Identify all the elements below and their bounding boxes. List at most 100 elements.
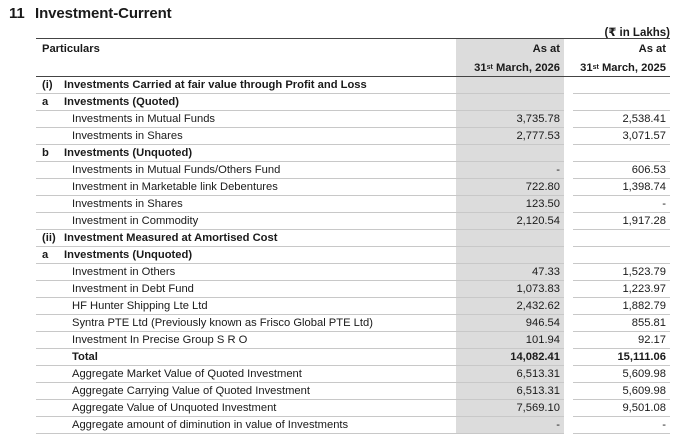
- investments-table: Particulars As at As at 31st March, 2026…: [36, 38, 670, 434]
- value-previous: 855.81: [573, 314, 670, 332]
- table-row: Investment In Precise Group S R O 101.94 9…: [36, 331, 670, 349]
- row-index: [36, 382, 64, 400]
- table-row: Investment in Commodity 2,120.54 1,917.28: [36, 212, 670, 230]
- table-row: Investments in Mutual Funds/Others Fund -…: [36, 161, 670, 179]
- row-label: Investments Carried at fair value throug…: [64, 76, 456, 94]
- value-current: 1,073.83: [456, 280, 564, 298]
- row-label: Aggregate Value of Unquoted Investment: [64, 399, 456, 417]
- value-current: [456, 144, 564, 162]
- value-previous: 1,523.79: [573, 263, 670, 281]
- value-current: 6,513.31: [456, 365, 564, 383]
- value-previous: 3,071.57: [573, 127, 670, 145]
- value-previous: 1,882.79: [573, 297, 670, 315]
- total-row: Total 14,082.41 15,111.06: [36, 348, 670, 366]
- value-previous: [573, 93, 670, 111]
- value-previous: 5,609.98: [573, 382, 670, 400]
- row-label: HF Hunter Shipping Lte Ltd: [64, 297, 456, 315]
- note-title: Investment-Current: [35, 5, 172, 22]
- row-index: a: [36, 93, 64, 111]
- row-index: [36, 297, 64, 315]
- table-row: Aggregate Carrying Value of Quoted Inves…: [36, 382, 670, 400]
- section-row: (ii) Investment Measured at Amortised Cos…: [36, 229, 670, 247]
- table-row: Aggregate amount of diminution in value …: [36, 416, 670, 434]
- table-row: HF Hunter Shipping Lte Ltd 2,432.62 1,882.…: [36, 297, 670, 315]
- table-row: Investments in Shares 2,777.53 3,071.57: [36, 127, 670, 145]
- section-row: (i) Investments Carried at fair value thr…: [36, 76, 670, 94]
- value-previous: 1,223.97: [573, 280, 670, 298]
- row-label: Investments in Mutual Funds: [64, 110, 456, 128]
- row-index: [36, 212, 64, 230]
- table-row: Investment in Debt Fund 1,073.83 1,223.97: [36, 280, 670, 298]
- row-index: b: [36, 144, 64, 162]
- row-index: [36, 178, 64, 196]
- row-index: [36, 280, 64, 298]
- table-row: Aggregate Market Value of Quoted Investm…: [36, 365, 670, 383]
- previous-date-header: 31st March, 2025: [573, 61, 670, 77]
- table-row: Investment in Marketable link Debentures…: [36, 178, 670, 196]
- note-number: 11: [9, 5, 25, 22]
- value-previous: -: [573, 416, 670, 434]
- row-label: Investments (Quoted): [64, 93, 456, 111]
- section-row: a Investments (Unquoted): [36, 246, 670, 264]
- value-previous: [573, 246, 670, 264]
- row-label: Investment in Marketable link Debentures: [64, 178, 456, 196]
- value-current: [456, 76, 564, 94]
- row-index: [36, 348, 64, 366]
- row-label: Aggregate Market Value of Quoted Investm…: [64, 365, 456, 383]
- value-current: 47.33: [456, 263, 564, 281]
- value-current: 946.54: [456, 314, 564, 332]
- row-index: (i): [36, 76, 64, 94]
- value-current: 2,120.54: [456, 212, 564, 230]
- value-previous: 9,501.08: [573, 399, 670, 417]
- units-label: (₹ in Lakhs): [604, 27, 670, 39]
- row-label: Aggregate amount of diminution in value …: [64, 416, 456, 434]
- value-current: 6,513.31: [456, 382, 564, 400]
- row-label: Syntra PTE Ltd (Previously known as Fris…: [64, 314, 456, 332]
- row-index: [36, 263, 64, 281]
- value-previous: 1,917.28: [573, 212, 670, 230]
- row-label: Investment in Debt Fund: [64, 280, 456, 298]
- value-current: 123.50: [456, 195, 564, 213]
- value-current: -: [456, 416, 564, 434]
- value-current: -: [456, 161, 564, 179]
- row-label: Investment in Others: [64, 263, 456, 281]
- value-current: [456, 229, 564, 247]
- value-previous: 92.17: [573, 331, 670, 349]
- value-previous: -: [573, 195, 670, 213]
- row-index: [36, 331, 64, 349]
- current-as-at-header: As at: [456, 38, 564, 61]
- row-label: Investment in Commodity: [64, 212, 456, 230]
- value-current: 2,432.62: [456, 297, 564, 315]
- row-index: [36, 127, 64, 145]
- value-previous: [573, 144, 670, 162]
- value-previous: 5,609.98: [573, 365, 670, 383]
- value-current: 101.94: [456, 331, 564, 349]
- row-label: Investments in Mutual Funds/Others Fund: [64, 161, 456, 179]
- row-index: [36, 110, 64, 128]
- value-current: 2,777.53: [456, 127, 564, 145]
- value-current: 14,082.41: [456, 348, 564, 366]
- row-label: Investments (Unquoted): [64, 144, 456, 162]
- value-current: [456, 93, 564, 111]
- row-index: [36, 195, 64, 213]
- row-label: Aggregate Carrying Value of Quoted Inves…: [64, 382, 456, 400]
- value-previous: 1,398.74: [573, 178, 670, 196]
- row-index: [36, 399, 64, 417]
- row-index: [36, 365, 64, 383]
- row-label: Investment In Precise Group S R O: [64, 331, 456, 349]
- value-previous: [573, 76, 670, 94]
- value-previous: 15,111.06: [573, 348, 670, 366]
- table-row: Aggregate Value of Unquoted Investment 7,…: [36, 399, 670, 417]
- value-current: 7,569.10: [456, 399, 564, 417]
- value-current: 722.80: [456, 178, 564, 196]
- row-index: (ii): [36, 229, 64, 247]
- row-label: Investments in Shares: [64, 195, 456, 213]
- section-row: b Investments (Unquoted): [36, 144, 670, 162]
- row-label: Investments in Shares: [64, 127, 456, 145]
- row-label: Investments (Unquoted): [64, 246, 456, 264]
- table-row: Investment in Others 47.33 1,523.79: [36, 263, 670, 281]
- row-index: [36, 314, 64, 332]
- current-date-header: 31st March, 2026: [456, 61, 564, 77]
- value-previous: 2,538.41: [573, 110, 670, 128]
- row-index: [36, 416, 64, 434]
